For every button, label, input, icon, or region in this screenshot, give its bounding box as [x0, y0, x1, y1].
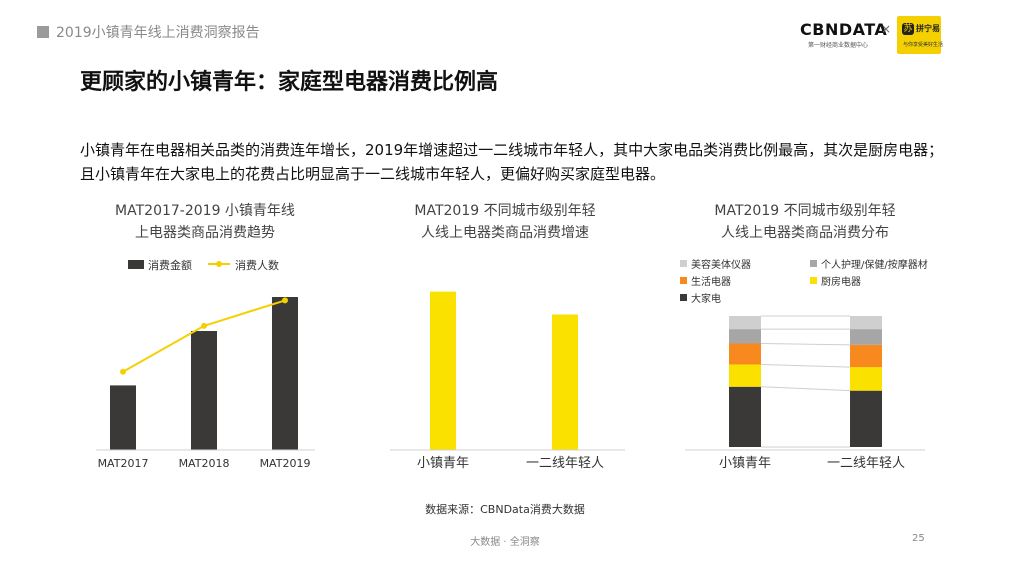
chart1-xtick-MAT2019: MAT2019	[260, 457, 311, 470]
chart1-bar-MAT2019	[272, 297, 298, 450]
chart2-xtick-一二线年轻人: 一二线年轻人	[526, 456, 604, 471]
chart1-title: MAT2017-2019 小镇青年线 上电器类商品消费趋势	[80, 200, 330, 244]
data-source: 数据来源：CBNData消费大数据	[425, 503, 585, 516]
chart3-segment-小镇青年-生活电器	[729, 343, 761, 365]
chart3-legend-swatch	[810, 260, 817, 267]
chart3-title-line1: MAT2019 不同城市级别年轻	[714, 203, 896, 219]
chart3-segment-一二线年轻人-厨房电器	[850, 367, 882, 391]
header-square	[37, 26, 49, 38]
partner-logo: 苏 拼宁易 与你享受美好生活	[897, 16, 944, 54]
partner-logo-icon: 苏	[902, 23, 914, 35]
cbndata-logo-subtitle: 第一财经商业数据中心	[808, 42, 869, 49]
chart3-connector-大家电	[760, 386, 851, 392]
chart3-segment-小镇青年-个人护理/保健/按摩器材	[729, 329, 761, 344]
chart1-xtick-MAT2017: MAT2017	[98, 457, 149, 470]
chart3-legend-item-生活电器: 生活电器	[680, 273, 731, 288]
logo-separator: ×	[881, 22, 892, 36]
chart3-legend-swatch	[680, 277, 687, 284]
page-title: 更顾家的小镇青年：家庭型电器消费比例高	[80, 70, 499, 95]
chart3-xtick-一二线年轻人: 一二线年轻人	[827, 456, 905, 471]
chart3-legend-item-美容美体仪器: 美容美体仪器	[680, 256, 751, 271]
chart3-legend-swatch	[810, 277, 817, 284]
chart3-svg: 小镇青年 一二线年轻人	[685, 315, 925, 471]
page-description: 小镇青年在电器相关品类的消费连年增长，2019年增速超过一二线城市年轻人，其中大…	[80, 141, 944, 183]
chart3-legend-item-大家电: 大家电	[680, 290, 721, 305]
chart3-legend-item-个人护理/保健/按摩器材: 个人护理/保健/按摩器材	[810, 256, 928, 271]
chart1-line-point-MAT2018	[201, 322, 207, 329]
chart1-legend-line-label: 消费人数	[235, 258, 279, 272]
cbndata-logo: CBNDATA	[800, 20, 888, 39]
chart1-title-line1: MAT2017-2019 小镇青年线	[115, 203, 295, 219]
chart3-legend-label: 美容美体仪器	[691, 260, 751, 271]
chart2-title-line1: MAT2019 不同城市级别年轻	[414, 203, 596, 219]
chart3-legend-label: 生活电器	[691, 277, 731, 288]
chart2-xtick-小镇青年: 小镇青年	[417, 456, 469, 471]
chart3-segment-一二线年轻人-个人护理/保健/按摩器材	[850, 329, 882, 345]
chart1-svg: 消费金额 消费人数 MAT2017 MAT2018 MAT2019	[96, 258, 315, 470]
chart3-connector-生活电器	[760, 343, 851, 346]
chart2-svg: 小镇青年 一二线年轻人	[390, 291, 625, 471]
chart1-legend-bar-label: 消费金额	[148, 258, 192, 272]
chart3-legend-label: 个人护理/保健/按摩器材	[821, 260, 928, 271]
chart1-bar-MAT2018	[191, 331, 217, 450]
chart1-bar-MAT2017	[110, 385, 136, 450]
chart3-segment-小镇青年-厨房电器	[729, 364, 761, 387]
chart2-title-line2: 人线上电器类商品消费增速	[421, 225, 589, 241]
chart2-bar-小镇青年	[430, 291, 456, 450]
partner-logo-text: 拼宁易	[916, 24, 940, 33]
chart3-segment-小镇青年-大家电	[729, 386, 761, 447]
chart3-segment-一二线年轻人-大家电	[850, 390, 882, 447]
chart3-segment-一二线年轻人-生活电器	[850, 344, 882, 368]
chart3-legend-item-厨房电器: 厨房电器	[810, 273, 861, 288]
chart3-legend-swatch	[680, 260, 687, 267]
chart3-title: MAT2019 不同城市级别年轻 人线上电器类商品消费分布	[680, 200, 930, 244]
chart3-title-line2: 人线上电器类商品消费分布	[721, 225, 889, 241]
chart3-connector-厨房电器	[760, 363, 851, 368]
chart3-legend-label: 厨房电器	[821, 277, 861, 288]
chart3-legend-swatch	[680, 294, 687, 301]
chart3-segment-小镇青年-美容美体仪器	[729, 316, 761, 330]
footer-slogan: 大数据 · 全洞察	[470, 537, 540, 548]
chart1-xtick-MAT2018: MAT2018	[179, 457, 230, 470]
chart3-segment-一二线年轻人-美容美体仪器	[850, 316, 882, 330]
chart1-legend-line-dot	[216, 261, 222, 267]
chart1-legend-bar-swatch	[128, 260, 144, 269]
chart2-title: MAT2019 不同城市级别年轻 人线上电器类商品消费增速	[380, 200, 630, 244]
chart1-line-point-MAT2019	[282, 297, 288, 304]
chart3-xtick-小镇青年: 小镇青年	[719, 456, 771, 471]
page-number: 25	[912, 533, 925, 544]
chart1-line-point-MAT2017	[120, 368, 126, 375]
chart2-bar-一二线年轻人	[552, 314, 578, 450]
partner-logo-subtitle: 与你享受美好生活	[903, 42, 944, 48]
chart3-legend-label: 大家电	[691, 294, 721, 305]
chart1-title-line2: 上电器类商品消费趋势	[135, 225, 275, 241]
chart3-legend: 美容美体仪器 个人护理/保健/按摩器材生活电器 厨房电器大家电	[680, 256, 950, 311]
report-title: 2019小镇青年线上消费洞察报告	[56, 25, 260, 41]
